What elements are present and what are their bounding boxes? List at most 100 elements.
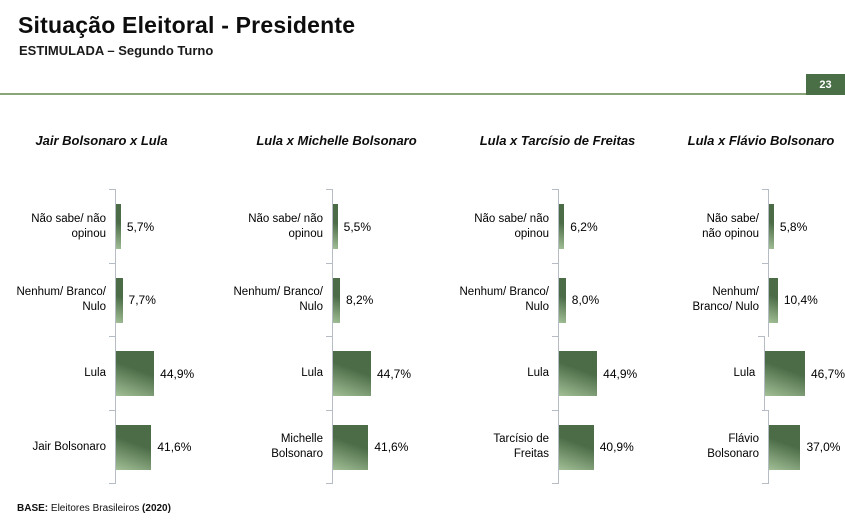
bar [116, 351, 155, 397]
base-label: BASE: [17, 503, 49, 514]
axis-tick [109, 483, 116, 484]
chart-title: Lula x Michelle Bolsonaro [256, 133, 417, 148]
axis-tick [552, 409, 559, 411]
axis-tick [326, 336, 333, 337]
value-label: 8,2% [345, 293, 374, 308]
axis-tick [109, 409, 116, 411]
bar [559, 277, 566, 323]
bar-row: Tarcísio de Freitas 40,9% [430, 409, 645, 484]
bar-chart: Não sabe/ não opinou 5,8% Nenhum/ Branco… [645, 189, 845, 484]
value-label: 8,0% [571, 293, 600, 308]
axis-area: 44,7% [326, 336, 430, 411]
bar-row: Não sabe/ não opinou 5,7% [0, 189, 215, 264]
axis-area: 6,2% [552, 189, 645, 264]
axis-tick [762, 409, 769, 411]
bar-row: Lula 44,9% [430, 336, 645, 411]
chart-panel: Jair Bolsonaro x Lula Não sabe/ não opin… [0, 120, 215, 492]
axis-tick [758, 336, 766, 337]
bar-row: Nenhum/ Branco/ Nulo 7,7% [0, 262, 215, 337]
bar [559, 351, 598, 397]
bar [769, 277, 778, 323]
bar-row: Nenhum/ Branco/ Nulo 10,4% [645, 262, 845, 337]
axis-tick [326, 409, 333, 411]
category-label: Nenhum/ Branco/ Nulo [459, 286, 550, 314]
category-label: Michelle Bolsonaro [271, 433, 323, 461]
value-label: 44,9% [603, 366, 638, 381]
bar [333, 424, 369, 470]
axis-tick [552, 262, 559, 264]
axis-area: 44,9% [552, 336, 645, 411]
value-label: 46,7% [810, 366, 845, 381]
value-label: 40,9% [599, 440, 634, 455]
value-label: 7,7% [128, 293, 156, 308]
value-label: 10,4% [783, 293, 818, 308]
category-label: Lula [527, 367, 549, 380]
bar [333, 204, 338, 250]
bar [769, 204, 774, 250]
axis-tick [762, 483, 769, 484]
bar [116, 277, 123, 323]
chart-title: Lula x Flávio Bolsonaro [687, 133, 835, 148]
value-label: 37,0% [806, 440, 841, 455]
axis-tick [762, 262, 769, 264]
category-label: Nenhum/ Branco/ Nulo [16, 286, 107, 314]
axis-area: 37,0% [762, 409, 845, 484]
category-label: Não sabe/ não opinou [248, 212, 323, 240]
axis-tick [552, 336, 559, 337]
chart-panel: Lula x Michelle Bolsonaro Não sabe/ não … [215, 120, 430, 492]
category-label: Não sabe/ não opinou [702, 212, 759, 240]
bar-row: Lula 44,9% [0, 336, 215, 411]
category-label: Lula [84, 367, 106, 380]
bar [333, 351, 371, 397]
base-year: (2020) [142, 503, 171, 514]
axis-tick [109, 189, 116, 190]
value-label: 44,7% [376, 366, 412, 381]
category-label: Nenhum/ Branco/ Nulo [233, 286, 324, 314]
category-label: Tarcísio de Freitas [493, 433, 549, 461]
axis-area: 5,5% [326, 189, 430, 264]
bar-row: Lula 46,7% [645, 336, 845, 411]
bar [116, 424, 152, 470]
bar-row: Nenhum/ Branco/ Nulo 8,2% [215, 262, 430, 337]
bar [765, 351, 805, 397]
axis-area: 46,7% [758, 336, 845, 411]
axis-area: 40,9% [552, 409, 645, 484]
category-label: Lula [301, 367, 323, 380]
category-label: Não sabe/ não opinou [474, 212, 549, 240]
base-text: Eleitores Brasileiros [48, 503, 143, 514]
page-title: Situação Eleitoral - Presidente [18, 12, 356, 38]
axis-tick [326, 189, 333, 190]
page-number-badge: 23 [806, 74, 845, 95]
value-label: 41,6% [374, 440, 409, 455]
bar-row: Michelle Bolsonaro 41,6% [215, 409, 430, 484]
axis-area: 5,7% [109, 189, 215, 264]
page-subtitle: ESTIMULADA – Segundo Turno [19, 43, 214, 58]
chart-panel: Lula x Tarcísio de Freitas Não sabe/ não… [430, 120, 645, 492]
bar-row: Flávio Bolsonaro 37,0% [645, 409, 845, 484]
bar-chart: Não sabe/ não opinou 6,2% Nenhum/ Branco… [430, 189, 645, 484]
bar-row: Nenhum/ Branco/ Nulo 8,0% [430, 262, 645, 337]
axis-area: 8,2% [326, 262, 430, 337]
axis-area: 41,6% [109, 409, 215, 484]
chart-title: Lula x Tarcísio de Freitas [479, 133, 636, 148]
bar [333, 277, 340, 323]
axis-tick [326, 483, 333, 484]
value-label: 5,7% [126, 219, 155, 234]
category-label: Nenhum/ Branco/ Nulo [692, 286, 759, 314]
axis-area: 5,8% [762, 189, 845, 264]
axis-tick [109, 336, 116, 337]
base-note: BASE: Eleitores Brasileiros (2020) [17, 503, 171, 514]
bar-chart: Não sabe/ não opinou 5,5% Nenhum/ Branco… [215, 189, 430, 484]
bar [769, 424, 801, 470]
category-label: Não sabe/ não opinou [31, 212, 106, 240]
bar-row: Jair Bolsonaro 41,6% [0, 409, 215, 484]
value-label: 41,6% [157, 440, 192, 455]
chart-title: Jair Bolsonaro x Lula [35, 133, 168, 148]
axis-tick [552, 483, 559, 484]
category-label: Jair Bolsonaro [32, 440, 106, 453]
axis-tick [326, 262, 333, 264]
charts-area: Jair Bolsonaro x Lula Não sabe/ não opin… [0, 120, 845, 492]
category-label: Lula [733, 367, 756, 380]
bar-row: Não sabe/ não opinou 5,5% [215, 189, 430, 264]
